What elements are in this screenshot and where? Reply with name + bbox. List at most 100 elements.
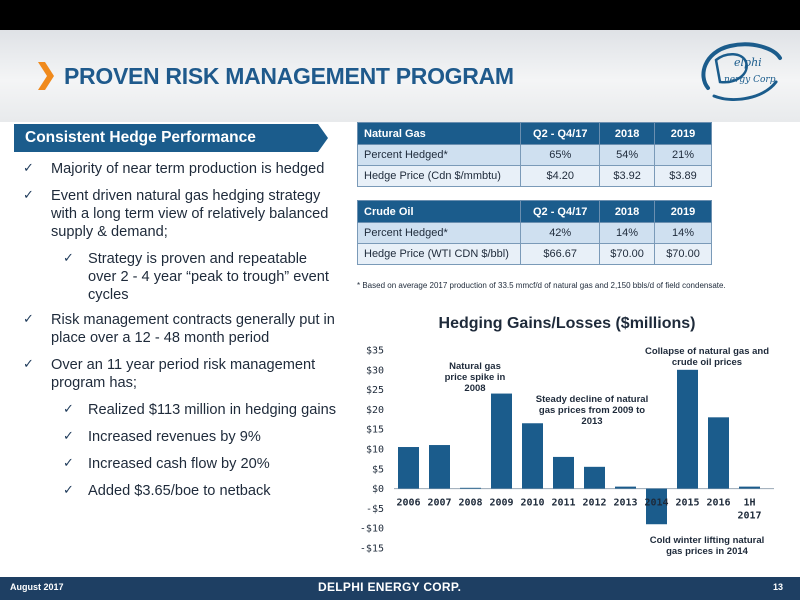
y-tick-label: $15 [366, 425, 384, 436]
checkmark-icon: ✓ [63, 251, 74, 266]
table-cell: $3.92 [599, 165, 656, 187]
table-cell: 21% [654, 144, 712, 166]
bullet-item: ✓ Risk management contracts generally put… [20, 311, 338, 347]
y-tick-label: -$10 [360, 524, 384, 535]
bullet-item: ✓ Strategy is proven and repeatable over … [20, 250, 338, 304]
bullet-text: Added $3.65/boe to netback [88, 483, 271, 499]
bullet-text: Event driven natural gas hedging strateg… [51, 188, 329, 240]
table-cell: Percent Hedged* [356, 144, 522, 166]
table-row: Percent Hedged* 65% 54% 21% [356, 144, 712, 166]
footnote: * Based on average 2017 production of 33… [357, 281, 726, 290]
table-cell: $4.20 [520, 165, 601, 187]
bullet-item: ✓ Majority of near term production is hed… [20, 160, 338, 178]
crude-oil-table: Crude Oil Q2 - Q4/17 2018 2019 Percent Hedg… [356, 200, 712, 265]
chart-annotation: Cold winter lifting natural gas prices in… [650, 535, 765, 557]
bullet-item: ✓ Increased cash flow by 20% [20, 455, 338, 473]
table-cell: 54% [599, 144, 656, 166]
table-cell: $70.00 [654, 243, 712, 265]
page-number: 13 [773, 582, 784, 592]
bullet-item: ✓ Added $3.65/boe to netback [20, 482, 338, 500]
chart-annotation: Natural gas price spike in 2008 [445, 361, 506, 394]
checkmark-icon: ✓ [23, 312, 34, 327]
bullet-text: Majority of near term production is hedg… [51, 161, 325, 177]
logo-text-1: elphi [734, 56, 762, 69]
table-header-row: Crude Oil Q2 - Q4/17 2018 2019 [356, 200, 712, 223]
table-cell: 14% [599, 222, 656, 244]
table-cell: 65% [520, 144, 601, 166]
x-tick-label: 2012 [582, 498, 606, 509]
chart-bar [615, 486, 636, 489]
y-tick-label: $0 [372, 484, 384, 495]
table-row: Percent Hedged* 42% 14% 14% [356, 222, 712, 244]
bullet-list: ✓ Majority of near term production is hed… [20, 160, 338, 500]
y-tick-label: -$5 [366, 504, 384, 515]
bullet-text: Increased revenues by 9% [88, 429, 261, 445]
table-header-cell: Q2 - Q4/17 [520, 122, 601, 145]
y-tick-label: $30 [366, 365, 384, 376]
table-cell: 42% [520, 222, 601, 244]
x-tick-label: 2008 [458, 498, 482, 509]
x-tick-label: 2016 [706, 498, 730, 509]
chevron-icon [38, 62, 54, 90]
bullet-text: Over an 11 year period risk management p… [51, 357, 316, 391]
y-tick-label: $35 [366, 346, 384, 357]
x-tick-label: 2007 [427, 498, 451, 509]
bullet-text: Strategy is proven and repeatable over 2… [88, 251, 329, 303]
natural-gas-table: Natural Gas Q2 - Q4/17 2018 2019 Percent He… [356, 122, 712, 187]
x-tick-label: 2009 [489, 498, 513, 509]
footer-date: August 2017 [10, 582, 64, 592]
chart-bar [553, 456, 574, 489]
chart-bar [429, 445, 450, 489]
checkmark-icon: ✓ [23, 161, 34, 176]
table-cell: 14% [654, 222, 712, 244]
section-heading: Consistent Hedge Performance [14, 124, 328, 152]
y-tick-label: $25 [366, 385, 384, 396]
table-cell: Hedge Price (Cdn $/mmbtu) [356, 165, 522, 187]
chart-bar [522, 423, 543, 489]
chart-bar [646, 488, 667, 525]
x-tick-label: 2013 [613, 498, 637, 509]
y-tick-label: $20 [366, 405, 384, 416]
chart-bar [739, 486, 760, 489]
table-cell: Hedge Price (WTI CDN $/bbl) [356, 243, 522, 265]
bullet-item: ✓ Increased revenues by 9% [20, 428, 338, 446]
table-header-cell: 2018 [599, 122, 656, 145]
table-cell: $70.00 [599, 243, 656, 265]
checkmark-icon: ✓ [63, 429, 74, 444]
hedging-chart: -$15 -$10 -$5 $0 $5 $10 $15 $20 $25 $30 $35 2006 200… [360, 346, 774, 557]
chart-bar [677, 369, 698, 489]
bullet-item: ✓ Over an 11 year period risk management … [20, 356, 338, 392]
chart-bar [398, 447, 419, 489]
title-bar [0, 30, 800, 122]
chart-annotation: Collapse of natural gas and crude oil pri… [645, 346, 769, 368]
x-tick-label: 1H 2017 [737, 498, 761, 522]
x-tick-label: 2014 [644, 498, 668, 509]
table-row: Hedge Price (WTI CDN $/bbl) $66.67 $70.00 $… [356, 243, 712, 265]
checkmark-icon: ✓ [63, 456, 74, 471]
checkmark-icon: ✓ [63, 483, 74, 498]
table-cell: $66.67 [520, 243, 601, 265]
checkmark-icon: ✓ [23, 188, 34, 203]
table-header-cell: Q2 - Q4/17 [520, 200, 601, 223]
y-tick-label: $5 [372, 464, 384, 475]
checkmark-icon: ✓ [63, 402, 74, 417]
y-tick-label: $10 [366, 445, 384, 456]
bullet-text: Increased cash flow by 20% [88, 456, 270, 472]
x-tick-label: 2010 [520, 498, 544, 509]
checkmark-icon: ✓ [23, 357, 34, 372]
table-header-cell: 2018 [599, 200, 656, 223]
table-cell: Percent Hedged* [356, 222, 522, 244]
table-header-cell: Crude Oil [356, 200, 522, 223]
top-bar [0, 0, 800, 30]
chart-bar [460, 487, 481, 489]
page-title: PROVEN RISK MANAGEMENT PROGRAM [64, 63, 514, 89]
section-heading-label: Consistent Hedge Performance [25, 129, 256, 146]
table-header-cell: 2019 [654, 122, 712, 145]
chart-bar [708, 417, 729, 489]
table-header-cell: 2019 [654, 200, 712, 223]
table-cell: $3.89 [654, 165, 712, 187]
bullet-text: Risk management contracts generally put … [51, 312, 335, 346]
chart-bar [584, 466, 605, 489]
logo-text-2: nergy Corp. [724, 75, 778, 85]
